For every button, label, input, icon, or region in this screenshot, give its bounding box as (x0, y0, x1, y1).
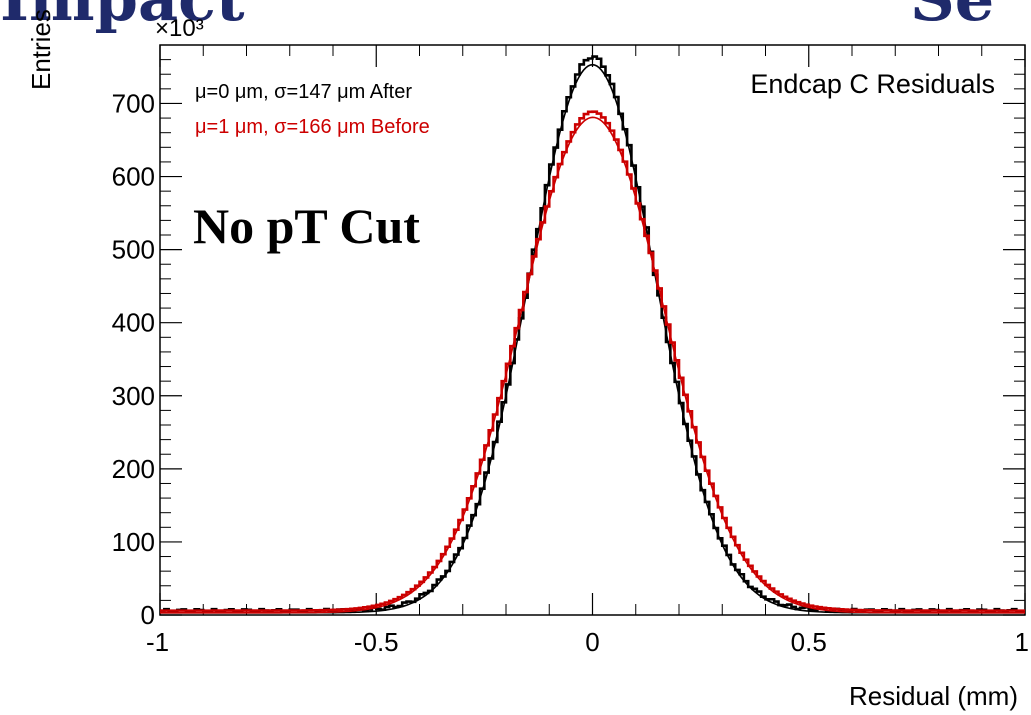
histogram-before (160, 110, 1025, 612)
chart-title: Endcap C Residuals (750, 69, 995, 99)
y-tick-label: 700 (112, 88, 155, 118)
x-axis-label: Residual (mm) (849, 681, 1018, 711)
x-tick-label: -1 (146, 627, 169, 657)
header-right-fragment: Se (910, 0, 994, 35)
y-tick-label: 100 (112, 527, 155, 557)
series-before (160, 110, 1025, 614)
y-multiplier: ×10³ (155, 15, 204, 42)
y-tick-label: 400 (112, 308, 155, 338)
legend-before: μ=1 μm, σ=166 μm Before (195, 116, 430, 138)
y-tick-label: 300 (112, 381, 155, 411)
series-after (160, 55, 1025, 614)
axis-ticks (159, 45, 1026, 616)
x-tick-label: 1 (1015, 627, 1029, 657)
y-tick-label: 500 (112, 235, 155, 265)
x-tick-labels: -1 -0.5 0 0.5 1 (146, 627, 1029, 657)
x-tick-label: 0 (585, 627, 599, 657)
y-tick-label: 0 (141, 600, 155, 630)
x-tick-label: 0.5 (791, 627, 827, 657)
fit-curve-before (160, 116, 1025, 614)
y-tick-label: 600 (112, 162, 155, 192)
y-tick-label: 200 (112, 454, 155, 484)
annotation-no-pt-cut: No pT Cut (193, 198, 420, 254)
histogram-after (160, 55, 1025, 614)
legend-after: μ=0 μm, σ=147 μm After (195, 81, 412, 103)
x-tick-label: -0.5 (354, 627, 399, 657)
fit-curve-after (160, 63, 1025, 614)
header-left-fragment: Impact (0, 0, 245, 35)
y-axis-label: Entries (26, 9, 56, 90)
series-layer (160, 55, 1025, 614)
y-tick-labels: 0 100 200 300 400 500 600 700 (112, 88, 155, 630)
